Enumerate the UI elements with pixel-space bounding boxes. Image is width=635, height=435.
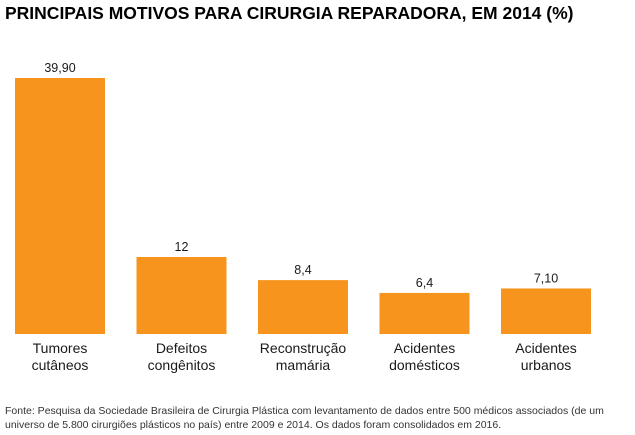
bar-5 <box>501 288 591 334</box>
data-label-2: 12 <box>175 240 189 254</box>
category-label-4-line-2: domésticos <box>389 357 460 373</box>
data-label-4: 6,4 <box>416 276 433 290</box>
category-label-4-line-1: Acidentes <box>394 340 455 356</box>
source-note: Fonte: Pesquisa da Sociedade Brasileira … <box>5 405 604 431</box>
bar-2 <box>136 257 227 334</box>
chart-title: PRINCIPAIS MOTIVOS PARA CIRURGIA REPARAD… <box>5 3 574 23</box>
category-label-3-line-1: Reconstrução <box>260 340 347 356</box>
data-label-3: 8,4 <box>294 263 311 277</box>
category-label-5-line-1: Acidentes <box>515 340 576 356</box>
data-label-5: 7,10 <box>534 271 558 285</box>
bar-3 <box>258 280 348 334</box>
category-label-1-line-1: Tumores <box>33 340 88 356</box>
bar-1 <box>15 78 105 334</box>
category-label-3-line-2: mamária <box>276 357 331 373</box>
category-label-2-line-1: Defeitos <box>156 340 207 356</box>
category-label-2-line-2: congênitos <box>148 357 216 373</box>
category-label-1-line-2: cutâneos <box>32 357 89 373</box>
category-label-5-line-2: urbanos <box>521 357 572 373</box>
bar-4 <box>379 292 470 334</box>
data-label-1: 39,90 <box>44 61 75 75</box>
